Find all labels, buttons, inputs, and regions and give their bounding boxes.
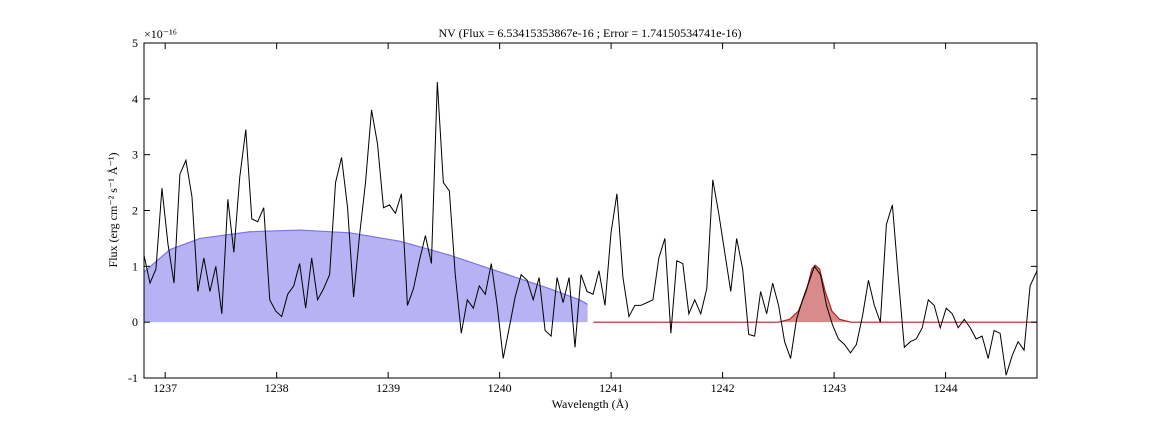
y-tick-label: 5 bbox=[132, 36, 138, 50]
area-fill bbox=[144, 230, 588, 323]
y-tick-label: 3 bbox=[132, 148, 138, 162]
x-tick-label: 1237 bbox=[153, 381, 177, 395]
y-tick-label: 0 bbox=[132, 315, 138, 329]
x-tick-label: 1240 bbox=[488, 381, 512, 395]
x-tick-label: 1244 bbox=[934, 381, 958, 395]
area-outline bbox=[593, 264, 1037, 323]
y-tick-label: -1 bbox=[128, 371, 138, 385]
spectrum-line bbox=[144, 82, 1037, 376]
area-fill bbox=[593, 265, 1037, 323]
x-tick-label: 1242 bbox=[711, 381, 735, 395]
x-tick-label: 1241 bbox=[599, 381, 623, 395]
x-tick-label: 1243 bbox=[822, 381, 846, 395]
chart-title: NV (Flux = 6.53415353867e-16 ; Error = 1… bbox=[439, 26, 742, 40]
y-tick-label: 1 bbox=[132, 259, 138, 273]
y-offset-label: ×10⁻¹⁶ bbox=[144, 27, 177, 41]
x-axis-label: Wavelength (Å) bbox=[552, 397, 629, 411]
y-tick-label: 4 bbox=[132, 92, 138, 106]
x-tick-label: 1239 bbox=[376, 381, 400, 395]
y-tick-label: 2 bbox=[132, 204, 138, 218]
x-tick-label: 1238 bbox=[265, 381, 289, 395]
y-axis-label: Flux (erg cm⁻² s⁻¹ Å⁻¹) bbox=[106, 153, 120, 268]
